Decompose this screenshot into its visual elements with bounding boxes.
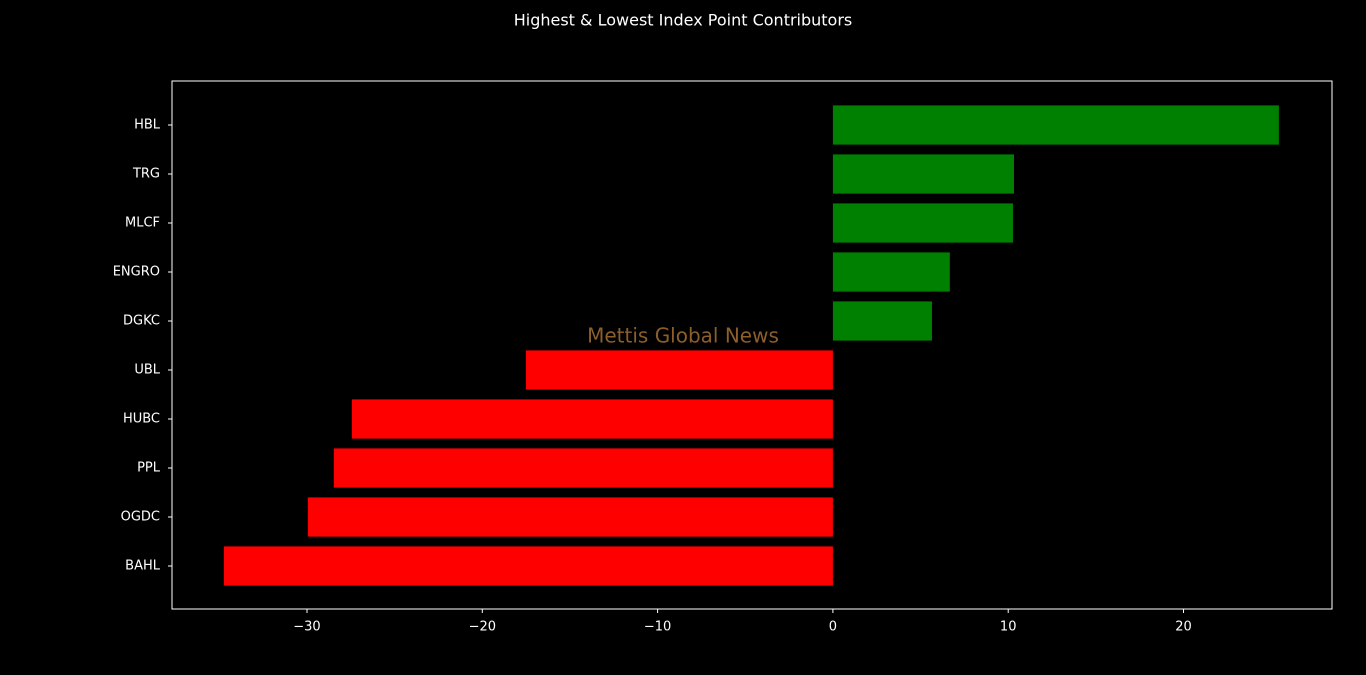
x-tick-label: 10 xyxy=(1000,620,1017,635)
bar xyxy=(832,301,932,341)
bar xyxy=(307,497,833,537)
y-tick-label: HUBC xyxy=(123,412,160,427)
x-tick-label: 20 xyxy=(1175,620,1192,635)
bar xyxy=(832,252,950,292)
bar xyxy=(525,350,833,390)
plot-frame xyxy=(171,80,1333,610)
bar xyxy=(832,154,1014,194)
bar xyxy=(832,105,1279,145)
x-tick-label: −30 xyxy=(293,620,320,635)
chart-title: Highest & Lowest Index Point Contributor… xyxy=(514,11,853,30)
y-tick-label: HBL xyxy=(134,118,161,133)
y-tick-label: BAHL xyxy=(125,559,161,574)
bar xyxy=(351,399,833,439)
bar xyxy=(333,448,833,488)
y-tick-label: DGKC xyxy=(123,314,160,329)
bar xyxy=(223,546,833,586)
y-tick-label: OGDC xyxy=(121,510,160,525)
x-tick-label: −10 xyxy=(644,620,671,635)
y-tick-label: PPL xyxy=(137,461,161,476)
y-tick-label: MLCF xyxy=(125,216,160,231)
y-tick-label: UBL xyxy=(134,363,160,378)
y-tick-label: TRG xyxy=(132,167,160,182)
y-tick-label: ENGRO xyxy=(113,265,160,280)
bar xyxy=(832,203,1013,243)
x-tick-label: 0 xyxy=(829,620,837,635)
watermark: Mettis Global News xyxy=(587,324,779,348)
x-tick-label: −20 xyxy=(469,620,496,635)
